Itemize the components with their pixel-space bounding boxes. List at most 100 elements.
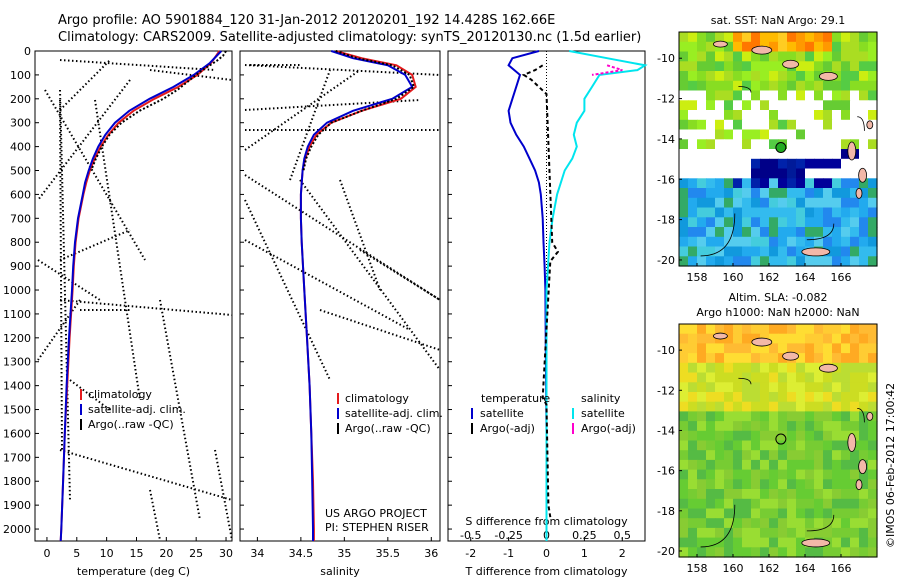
sst-map-cell [706,61,716,72]
sla-map-cell [742,489,752,500]
sst-map-cell [832,188,842,199]
sla-map-cell [850,498,860,510]
sla-map-cell [724,362,734,374]
sst-map-cell [715,197,725,209]
sst-map-cell [868,207,878,218]
sla-map-cell [832,479,842,490]
sst-map-cell [751,149,761,160]
sla-map-cell [688,479,698,490]
sst-map-cell [742,80,752,92]
sla-map-cell [796,479,806,490]
sla-map-cell [742,392,752,403]
sst-map-cell [679,90,689,101]
sst-map-cell [805,256,815,267]
sla-map-cell [832,392,842,403]
sst-map-cell [706,51,716,62]
sla-map-cell [823,401,833,412]
sla-map-cell [697,479,707,490]
sla-map-cell [733,382,743,393]
sst-map-cell [760,129,770,140]
sst-map-cell [823,217,833,228]
sla-map-cell [814,459,824,471]
sst-map-cell [733,32,743,43]
sla-map-cell [760,459,770,471]
salinity-rejected-argo [299,179,441,371]
sst-map-cell [751,80,761,92]
salinity-tick-label: 34.5 [289,547,314,560]
salinity-legend-label: climatology [345,392,409,405]
sst-map-cell [715,168,725,179]
sla-map-cell [706,382,716,393]
sst-map-cell [679,32,689,43]
sla-map-cell [805,489,815,500]
sla-map-cell [805,459,815,471]
sst-map-cell [697,80,707,92]
sst-map-cell [805,90,815,101]
sla-map-cell [697,508,707,519]
sst-map-cell [724,129,734,140]
sla-map-cell [760,537,770,548]
sst-map-cell [778,61,788,72]
sla-map-cell [832,518,842,529]
sla-map-cell [868,372,878,383]
sst-map-cell [760,90,770,101]
sla-map-cell [859,508,869,519]
sla-map-cell [778,392,788,403]
temperature-legend-swatch [80,419,82,430]
sst-map-cell [724,61,734,72]
sst-map-cell [796,51,806,62]
sst-map-cell [841,188,851,199]
sla-map-cell [679,440,689,451]
sla-map-island [866,411,874,421]
sla-map-cell [697,537,707,548]
sla-map-cell [688,343,698,354]
sla-map-cell [769,547,779,558]
sla-map-cell [841,537,851,548]
sst-map-cell [778,129,788,140]
sst-map-cell [841,139,851,150]
sst-map-cell [760,207,770,218]
temperature-rejected-argo [59,59,111,111]
sla-map-cell [868,333,878,344]
sst-map-cell [796,129,806,140]
sla-map-cell [769,353,779,364]
sst-map-cell [706,32,716,43]
sst-map-cell [679,178,689,189]
sst-map-cell [733,256,743,267]
sst-map-cell [733,90,743,101]
sst-map-cell [751,119,761,131]
salinity-tick-label: 35.5 [376,547,401,560]
sla-map-cell [706,440,716,451]
sla-map-cell [814,489,824,500]
sst-map-cell [724,227,734,238]
sst-map-cell [859,129,869,140]
sst-map-cell [742,32,752,43]
sst-map-cell [724,119,734,131]
sla-map-cell [688,353,698,364]
sst-map-cell [841,197,851,209]
sla-map-cell [814,372,824,383]
sla-map-cell [697,401,707,412]
sla-map-cell [751,498,761,510]
sla-map-cell [832,508,842,519]
sla-map-cell [805,324,815,335]
sst-map-cell [823,90,833,101]
sst-map-cell [805,61,815,72]
temperature-rejected-argo [69,379,111,411]
sst-map-cell [697,217,707,228]
sla-map-cell [841,440,851,451]
sst-map-cell [733,246,743,257]
sla-map-cell [751,353,761,364]
sla-map-cell [751,401,761,412]
depth-tick-label: 500 [10,165,31,178]
sla-map-cell [859,547,869,558]
sla-map-cell [760,353,770,364]
sla-map-island [801,538,831,548]
sst-map-cell [715,227,725,238]
sst-map-cell [751,51,761,62]
sst-map-cell [787,207,797,218]
sla-map-cell [733,469,743,480]
sla-map-cell [859,450,869,461]
sst-map-cell [742,178,752,189]
temperature-rejected-argo [59,89,71,501]
